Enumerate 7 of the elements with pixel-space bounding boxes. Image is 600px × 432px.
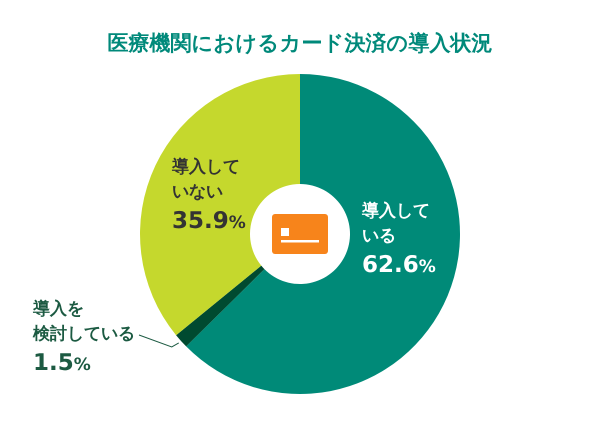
data-label: 62.6%	[362, 252, 436, 278]
slice-label: 導入している	[361, 201, 430, 246]
chart-title: 医療機関におけるカード決済の導入状況	[108, 31, 492, 55]
slice-label: 導入していない	[171, 157, 240, 202]
data-label: 35.9%	[172, 208, 246, 234]
slice-label: 導入を検討している	[32, 299, 135, 344]
data-label: 1.5%	[33, 350, 91, 376]
